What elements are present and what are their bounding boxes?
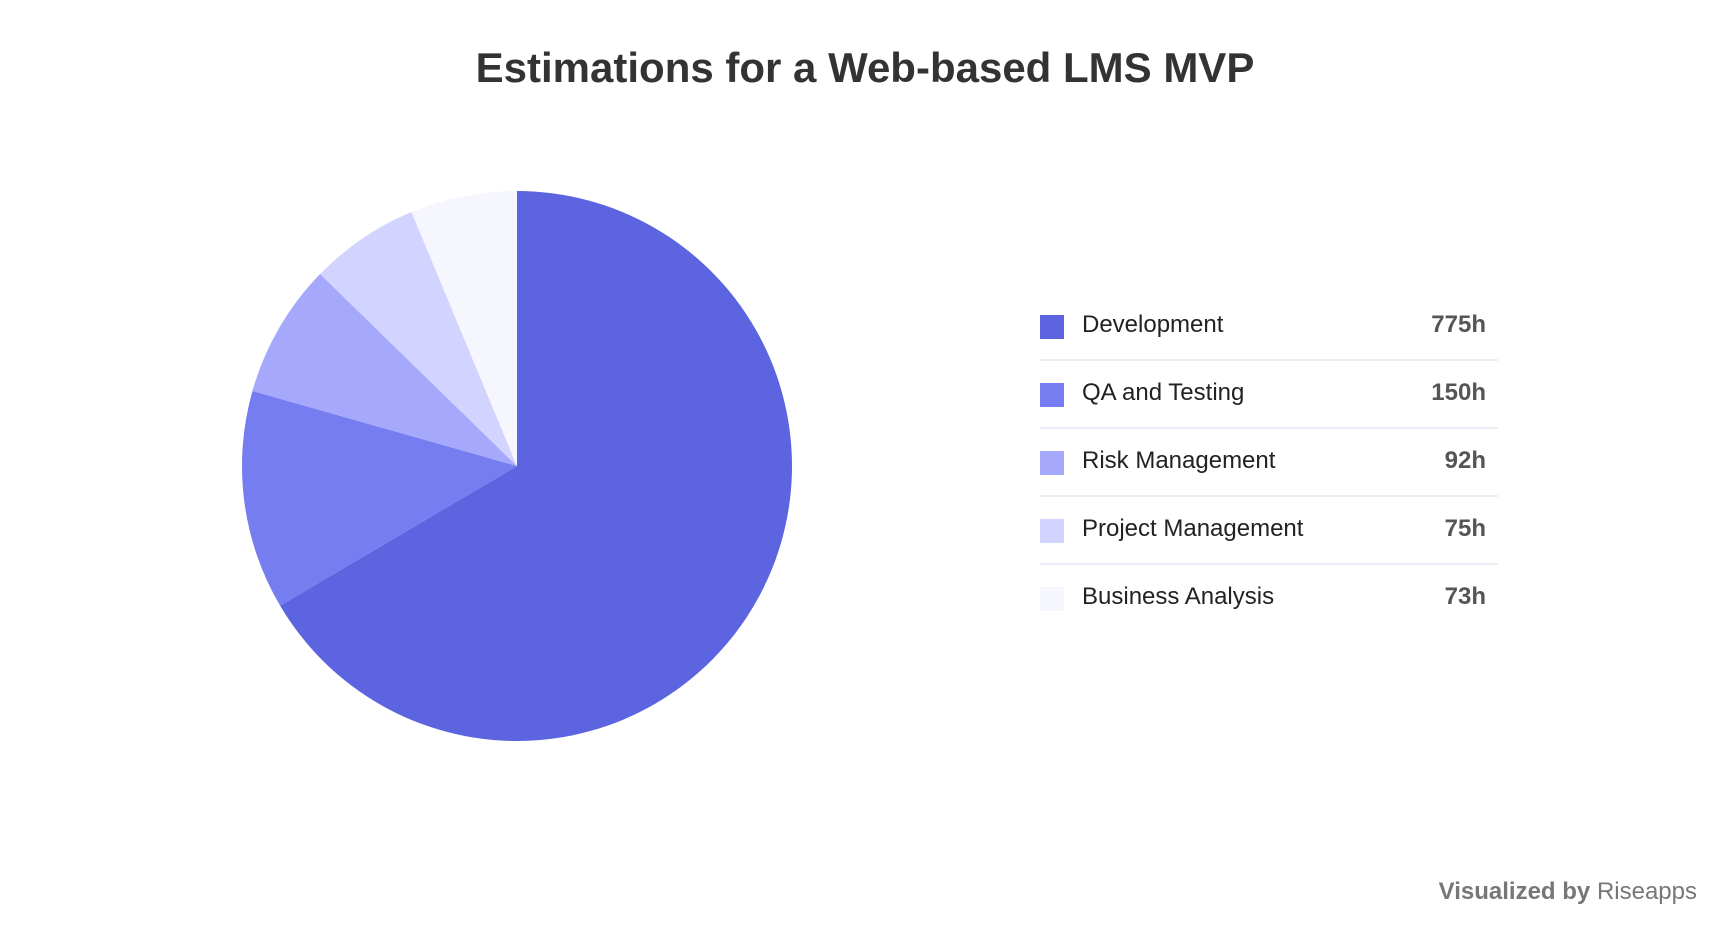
legend-value: 92h <box>1444 447 1486 474</box>
legend-label: Project Management <box>1082 515 1304 542</box>
pie-slice-risk-management <box>252 274 517 466</box>
pie-slice-project-management <box>320 212 517 466</box>
credit-prefix: Visualized by <box>1438 878 1591 905</box>
pie-slice-qa-and-testing <box>242 390 517 606</box>
legend-swatch <box>1040 587 1064 611</box>
legend-label: Risk Management <box>1082 447 1276 474</box>
legend-swatch <box>1040 519 1064 543</box>
legend-value: 75h <box>1444 515 1486 542</box>
legend-value: 150h <box>1431 379 1486 406</box>
legend-swatch <box>1040 383 1064 407</box>
legend-value: 73h <box>1444 583 1486 610</box>
legend-label: Development <box>1082 311 1224 338</box>
legend-item: Project Management 75h <box>1040 497 1498 565</box>
credit: Visualized by Riseapps <box>1439 878 1697 906</box>
legend: Development 775h QA and Testing 150h Risk Ma… <box>1040 293 1498 633</box>
chart-title: Estimations for a Web-based LMS MVP <box>475 44 1255 91</box>
pie-slice-development <box>280 191 792 742</box>
pie-slice-business-analysis <box>411 191 517 466</box>
legend-item: Risk Management 92h <box>1040 429 1498 497</box>
legend-item: QA and Testing 150h <box>1040 361 1498 429</box>
credit-brand: Riseapps <box>1596 878 1697 905</box>
legend-item: Business Analysis 73h <box>1040 565 1498 633</box>
legend-swatch <box>1040 451 1064 475</box>
legend-value: 775h <box>1431 311 1486 338</box>
legend-label: QA and Testing <box>1082 379 1245 406</box>
pie-slices <box>242 191 792 742</box>
legend-swatch <box>1040 315 1064 339</box>
legend-item: Development 775h <box>1040 293 1498 361</box>
legend-label: Business Analysis <box>1082 583 1275 610</box>
